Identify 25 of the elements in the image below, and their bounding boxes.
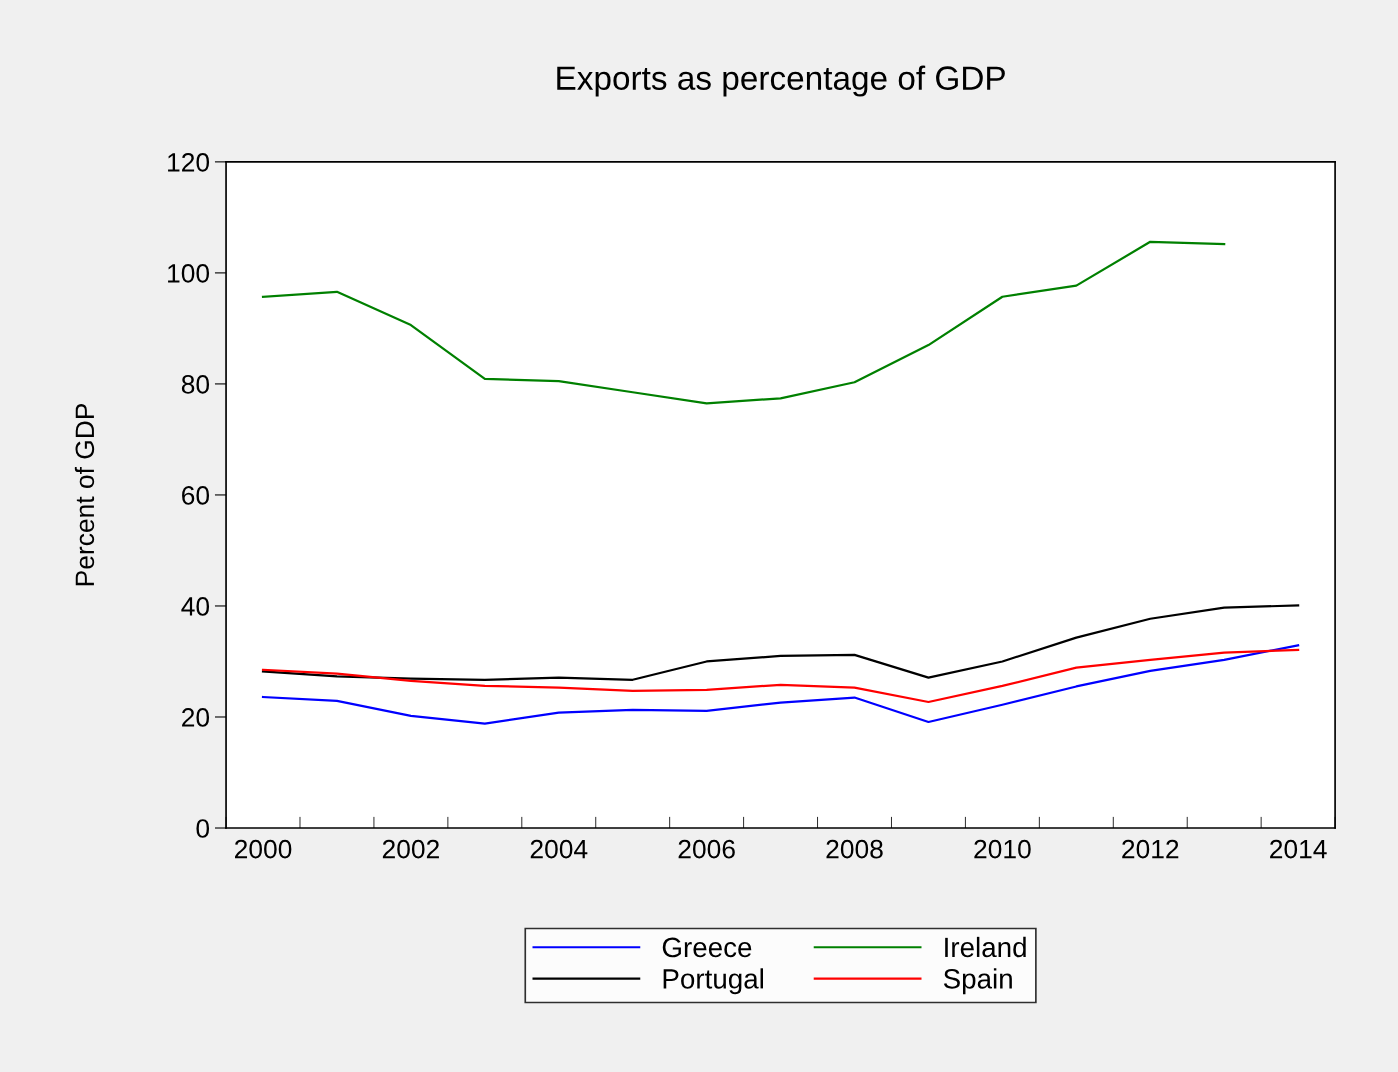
x-tick-label: 2010 [974, 839, 1031, 859]
x-tick-label: 2008 [826, 839, 883, 859]
x-tick-label: 2002 [382, 839, 439, 859]
y-axis-title: Percent of GDP [74, 403, 95, 586]
legend-label: Spain [943, 968, 1012, 995]
line-series [261, 644, 1300, 725]
y-tick-label: 120 [168, 153, 210, 172]
y-tick-label: 80 [181, 375, 210, 394]
x-tick-label: 2000 [235, 839, 292, 859]
y-tick-label: 0 [196, 819, 210, 838]
x-tick-label: 2006 [678, 839, 735, 859]
y-tick-label: 60 [182, 486, 210, 505]
chart-title: Exports as percentage of GDP [557, 65, 1005, 97]
y-tick-label: 20 [182, 708, 210, 727]
line-series [261, 648, 1300, 704]
line-series [261, 604, 1300, 681]
line-series [261, 240, 1226, 405]
y-tick-label: 40 [181, 597, 210, 616]
x-tick-label: 2014 [1270, 839, 1327, 859]
y-tick-label: 100 [168, 264, 210, 283]
legend-label: Portugal [663, 968, 763, 995]
x-tick-label: 2004 [530, 839, 588, 859]
x-tick-label: 2012 [1122, 839, 1179, 859]
legend-label: Ireland [945, 936, 1026, 958]
legend-label: Greece [662, 937, 752, 958]
